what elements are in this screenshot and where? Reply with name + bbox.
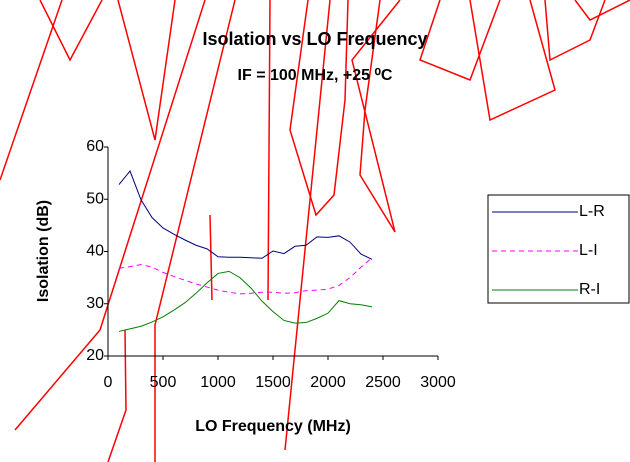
y-axis-label: Isolation (dB) — [35, 200, 52, 302]
x-axis-label: LO Frequency (MHz) — [195, 418, 351, 435]
x-tick-label: 1500 — [255, 374, 291, 391]
series-line — [118, 270, 373, 332]
x-tick-label: 2000 — [310, 374, 346, 391]
legend-label: R-I — [579, 281, 600, 298]
legend-box — [487, 194, 630, 304]
chart-subtitle: IF = 100 MHz, +25 ⁰C — [238, 67, 393, 84]
y-tick-label: 30 — [86, 295, 104, 312]
x-tick-label: 0 — [104, 374, 113, 391]
chart-title: Isolation vs LO Frequency — [202, 29, 427, 49]
x-tick-label: 2500 — [365, 374, 401, 391]
y-tick-label: 20 — [86, 347, 104, 364]
y-tick-label: 50 — [86, 190, 104, 207]
legend-label: L-R — [579, 203, 605, 220]
y-tick-label: 60 — [86, 138, 104, 155]
x-tick-label: 1000 — [200, 374, 236, 391]
y-tick-label: 40 — [86, 243, 104, 260]
series-line — [118, 170, 373, 260]
series-line — [118, 257, 373, 295]
x-tick-label: 500 — [150, 374, 177, 391]
legend-label: L-I — [579, 242, 598, 259]
x-tick-label: 3000 — [420, 374, 456, 391]
